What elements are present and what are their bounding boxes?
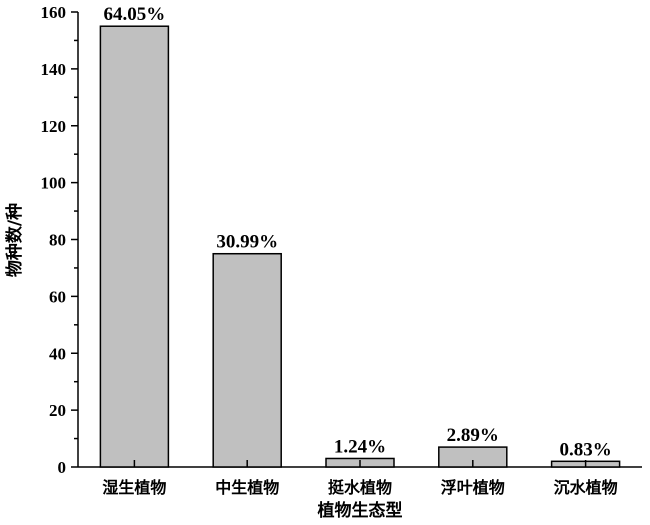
data-label: 2.89% [447,425,499,446]
y-tick-label: 0 [58,458,67,477]
y-tick-label: 40 [49,344,66,363]
y-tick-label: 60 [49,287,66,306]
x-axis-title: 植物生态型 [318,500,403,521]
x-tick-label: 挺水植物 [328,478,392,497]
data-label: 64.05% [104,4,166,25]
y-tick-label: 80 [49,231,66,250]
x-tick-label: 沉水植物 [554,478,618,497]
x-tick-label: 浮叶植物 [441,478,505,497]
x-tick-label: 湿生植物 [101,478,166,497]
plot-area: 0 20 40 60 80 100 120 140 160 64.05% 湿生植物 30.99% 中生植… [41,3,642,497]
y-tick-label: 20 [49,401,66,420]
y-axis-title: 物种数/种 [4,203,25,277]
y-tick-label: 100 [41,174,67,193]
y-tick-label: 120 [41,117,67,136]
data-label: 0.83% [559,439,611,460]
bar [212,252,282,468]
data-label: 1.24% [334,436,386,457]
bar [99,25,170,468]
data-label: 30.99% [216,232,278,253]
y-tick-label: 140 [41,60,67,79]
x-tick-label: 中生植物 [215,478,279,497]
y-tick-label: 160 [41,3,67,22]
